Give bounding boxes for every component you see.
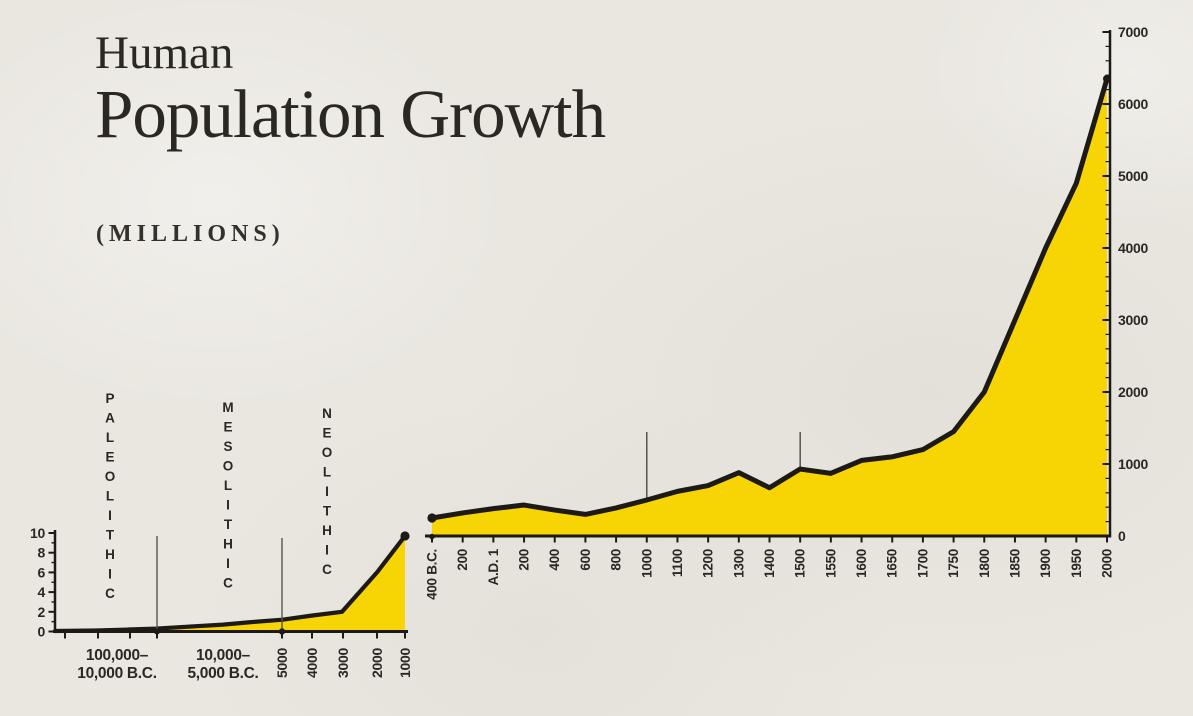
era-letter: L xyxy=(106,489,114,504)
right-x-tick-label: 1000 xyxy=(639,549,654,578)
right-x-tick-label: 600 xyxy=(578,549,593,571)
left-x-tick-label: 5000 xyxy=(274,647,290,677)
right-y-tick-label: 1000 xyxy=(1118,456,1148,472)
right-x-tick-label: 400 B.C. xyxy=(425,549,440,600)
left-x-tick-label: 2000 xyxy=(369,647,385,677)
right-y-tick-label: 4000 xyxy=(1118,240,1148,256)
right-x-tick-label: 800 xyxy=(609,549,624,571)
era-letter: T xyxy=(224,517,233,532)
left-x-range-label: 100,000– xyxy=(86,647,149,664)
era-letter: N xyxy=(322,406,332,421)
era-letter: I xyxy=(226,498,230,513)
right-x-tick-label: 200 xyxy=(455,549,470,571)
right-x-tick-label: 1950 xyxy=(1069,549,1084,578)
right-x-tick-label: 1600 xyxy=(854,549,869,578)
era-letter: I xyxy=(108,567,112,582)
title-kicker: Human xyxy=(95,27,234,79)
left-x-range-label: 10,000– xyxy=(196,647,251,664)
right-chart-curve xyxy=(429,76,1110,521)
era-letter: H xyxy=(322,523,332,538)
era-letter: T xyxy=(323,504,332,519)
right-axis-start-marker xyxy=(429,533,435,540)
title-block: Human Population Growth xyxy=(95,27,606,152)
era-letter: T xyxy=(106,528,115,543)
right-x-tick-label: 1200 xyxy=(701,549,716,578)
era-letter: E xyxy=(223,420,232,435)
era-letter: M xyxy=(222,400,233,415)
right-y-tick-label: 5000 xyxy=(1118,168,1148,184)
era-boundary-marker xyxy=(154,628,160,635)
right-x-tick-label: 1300 xyxy=(731,549,746,578)
era-letter: A xyxy=(105,411,115,426)
left-chart-area xyxy=(55,535,405,632)
era-letter: H xyxy=(223,537,233,552)
era-letter: E xyxy=(322,426,331,441)
right-x-tick-label: 1900 xyxy=(1038,549,1053,578)
era-letter: O xyxy=(322,445,333,460)
era-letter: I xyxy=(226,556,230,571)
right-x-tick-label: 1800 xyxy=(977,549,992,578)
left-x-range-label: 5,000 B.C. xyxy=(187,665,258,682)
right-chart-area xyxy=(432,78,1107,536)
era-letter: I xyxy=(108,508,112,523)
era-letter: I xyxy=(325,543,329,558)
left-y-tick-label: 2 xyxy=(38,604,46,620)
left-x-tick-label: 4000 xyxy=(304,647,320,677)
era-letter: O xyxy=(105,469,116,484)
right-curve-start-marker xyxy=(427,513,437,523)
right-curve-end-marker xyxy=(1103,74,1111,83)
left-y-tick-label: 6 xyxy=(38,564,46,580)
right-x-tick-label: 1500 xyxy=(793,549,808,578)
left-y-tick-label: 4 xyxy=(38,584,46,600)
page-title: Population Growth xyxy=(95,76,606,152)
right-y-tick-label: 2000 xyxy=(1118,384,1148,400)
era-letter: S xyxy=(223,439,232,454)
era-letter: L xyxy=(323,465,331,480)
right-x-tick-label: 2000 xyxy=(1100,549,1115,578)
right-x-tick-label: 1700 xyxy=(915,549,930,578)
right-x-tick-label: 1100 xyxy=(670,549,685,577)
left-y-tick-label: 0 xyxy=(38,624,46,640)
right-x-tick-label: 1750 xyxy=(946,549,961,578)
era-letter: C xyxy=(105,586,115,601)
right-y-tick-label: 6000 xyxy=(1118,96,1148,112)
era-letter: H xyxy=(105,547,115,562)
right-x-tick-label: 1650 xyxy=(885,549,900,578)
era-letter: O xyxy=(223,459,234,474)
right-y-tick-label: 3000 xyxy=(1118,312,1148,328)
era-boundary-marker xyxy=(278,628,286,635)
right-x-tick-label: 1400 xyxy=(762,549,777,578)
left-curve-end-marker xyxy=(400,531,410,541)
era-letter: C xyxy=(223,576,233,591)
units-label: (MILLIONS) xyxy=(96,221,285,247)
right-x-tick-label: 200 xyxy=(517,549,532,571)
era-letter: I xyxy=(325,484,329,499)
right-x-tick-label: 1850 xyxy=(1007,549,1022,578)
left-y-tick-label: 10 xyxy=(30,525,45,541)
left-x-tick-label: 3000 xyxy=(335,647,351,677)
left-x-tick-label: 1000 xyxy=(397,647,413,677)
era-letter: P xyxy=(105,391,114,406)
right-y-tick-label: 7000 xyxy=(1118,24,1148,40)
era-letter: L xyxy=(224,478,232,493)
right-x-tick-label: A.D. 1 xyxy=(486,548,501,585)
right-x-tick-label: 1550 xyxy=(823,549,838,578)
era-letter: E xyxy=(105,450,114,465)
right-x-tick-label: 400 xyxy=(547,549,562,571)
right-y-tick-label: 0 xyxy=(1118,528,1126,544)
left-y-tick-label: 8 xyxy=(38,545,46,561)
left-x-range-label: 10,000 B.C. xyxy=(77,665,156,682)
era-letter: L xyxy=(106,430,114,445)
left-chart-curve xyxy=(52,533,408,634)
era-letter: C xyxy=(322,562,332,577)
